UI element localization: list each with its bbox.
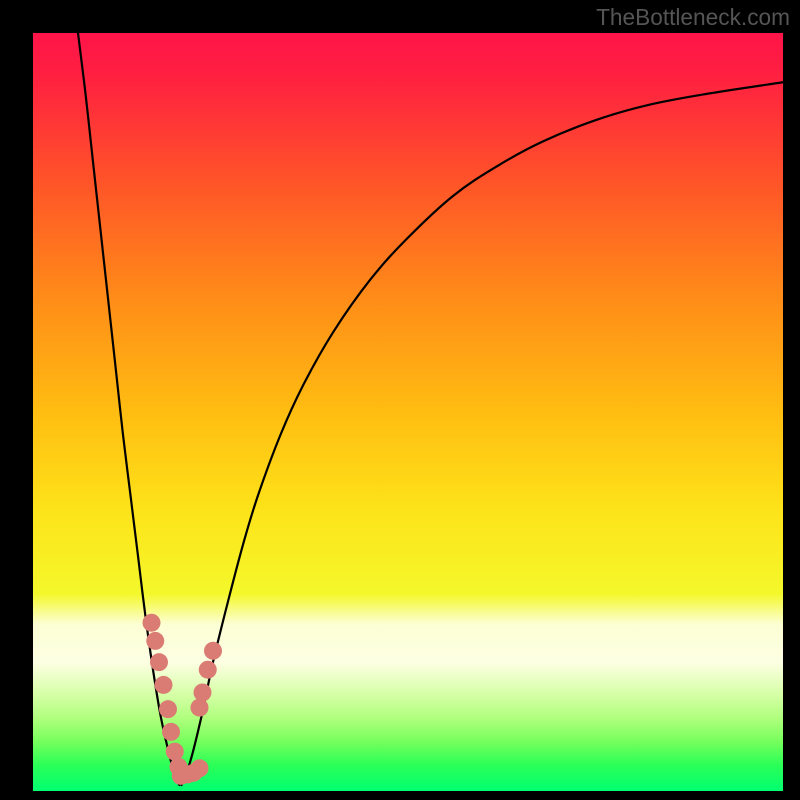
- chart-svg: [33, 33, 783, 791]
- data-marker: [191, 759, 209, 777]
- data-marker: [155, 676, 173, 694]
- data-marker: [194, 683, 212, 701]
- chart-plot-area: [33, 33, 783, 791]
- data-marker: [166, 743, 184, 761]
- data-marker: [199, 661, 217, 679]
- data-marker: [159, 700, 177, 718]
- data-marker: [150, 653, 168, 671]
- data-marker: [162, 723, 180, 741]
- data-marker: [204, 642, 222, 660]
- data-marker: [146, 632, 164, 650]
- watermark-text: TheBottleneck.com: [596, 4, 790, 31]
- data-marker: [143, 614, 161, 632]
- chart-background: [33, 33, 783, 791]
- data-marker: [191, 699, 209, 717]
